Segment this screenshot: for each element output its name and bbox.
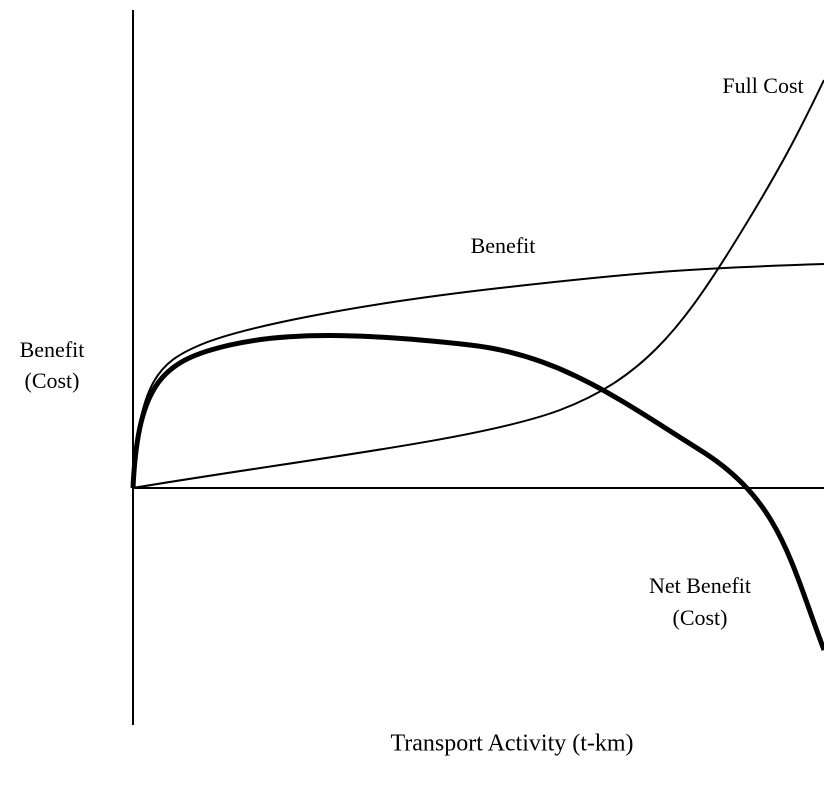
net-benefit-label: Net Benefit xyxy=(649,573,751,598)
y-axis-label: Benefit xyxy=(20,337,85,362)
benefit-curve xyxy=(132,263,824,489)
benefit-label: Benefit xyxy=(471,233,536,258)
net-benefit-label: (Cost) xyxy=(673,605,728,630)
x-axis-label: Transport Activity (t-km) xyxy=(390,731,633,757)
y-axis-label: (Cost) xyxy=(25,368,80,393)
full-cost-label: Full Cost xyxy=(722,73,803,98)
full-cost-curve xyxy=(132,79,824,489)
net-benefit-curve xyxy=(130,333,824,651)
